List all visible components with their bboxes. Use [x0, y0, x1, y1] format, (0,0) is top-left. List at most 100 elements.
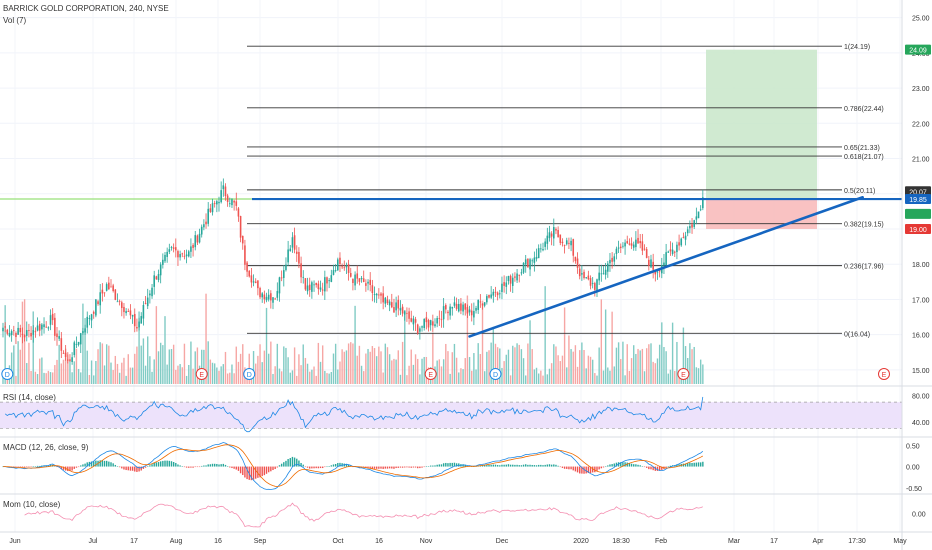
macd-histogram-bar [99, 460, 101, 467]
volume-bar [546, 374, 549, 384]
volume-bar [121, 362, 123, 384]
volume-bar [103, 365, 106, 384]
fib-level-label: 0(16.04) [844, 331, 870, 338]
macd-histogram-bar [313, 466, 315, 469]
volume-bar [350, 342, 352, 384]
macd-histogram-bar [54, 466, 56, 467]
volume-bar [451, 352, 453, 384]
volume-bar [80, 372, 82, 384]
macd-histogram-bar [626, 462, 628, 467]
rsi-title: RSI (14, close) [3, 393, 56, 402]
macd-histogram-bar [118, 466, 121, 468]
candle-body [274, 298, 276, 300]
candle-body [246, 262, 248, 272]
candle-body [142, 304, 145, 319]
candle-body [559, 234, 562, 243]
volume-bar [648, 344, 650, 384]
volume-bar [101, 343, 104, 384]
volume-bar [201, 349, 203, 384]
macd-histogram-bar [483, 465, 486, 467]
volume-bar [73, 361, 75, 384]
candle-body [576, 258, 579, 268]
candle-body [442, 306, 445, 320]
macd-histogram-bar [60, 466, 63, 469]
volume-bar [633, 345, 635, 384]
macd-histogram-bar [550, 464, 553, 467]
volume-bar [475, 369, 477, 384]
macd-histogram-bar [207, 464, 209, 467]
macd-histogram-bar [287, 458, 289, 467]
volume-bar [93, 375, 95, 384]
position-tool[interactable] [706, 49, 817, 229]
candle-body [304, 278, 307, 290]
volume-bar [544, 286, 546, 384]
time-axis-tick-label: Dec [496, 538, 509, 545]
macd-histogram-bar [404, 466, 406, 468]
candle-body [496, 292, 499, 296]
candle-body [369, 279, 371, 286]
trendline[interactable] [252, 195, 902, 338]
candle-body [28, 330, 30, 331]
candle-body [283, 270, 285, 278]
volume-bar [455, 357, 458, 384]
volume-bar [345, 350, 348, 384]
macd-histogram-bar [520, 465, 523, 467]
volume-bar [641, 348, 644, 384]
candle-body [365, 283, 367, 286]
macd-histogram-bar [306, 466, 309, 468]
candle-body [77, 341, 80, 345]
macd-histogram-bar [159, 461, 162, 467]
volume-bar [309, 371, 311, 384]
macd-histogram-bar [188, 466, 190, 468]
macd-histogram-bar [652, 466, 654, 471]
macd-histogram-bar [168, 460, 171, 467]
volume-bar [32, 311, 34, 384]
volume-bar [226, 373, 229, 384]
candle-body [30, 332, 32, 337]
candle-body [648, 259, 650, 266]
volume-bar [88, 374, 91, 384]
volume-bar [23, 299, 26, 384]
volume-bar [589, 356, 592, 384]
macd-histogram-bar [259, 466, 261, 478]
macd-histogram-bar [466, 465, 469, 467]
volume-bar [535, 367, 538, 384]
volume-bar [330, 371, 333, 384]
volume-bar [302, 344, 304, 384]
volume-bar [64, 348, 67, 384]
macd-histogram-bar [237, 466, 240, 471]
event-marker-letter: D [5, 372, 10, 379]
volume-bar [62, 359, 65, 384]
volume-bar [144, 365, 147, 384]
volume-bar [460, 368, 462, 384]
volume-bar [671, 322, 674, 384]
volume-bar [663, 347, 665, 384]
candle-body [414, 319, 417, 323]
candle-body [535, 256, 538, 259]
volume-bar [419, 374, 421, 384]
time-axis-tick-label: 17:30 [848, 538, 866, 545]
volume-bar [503, 361, 505, 384]
candle-body [179, 254, 181, 258]
volume-bar [388, 354, 391, 384]
macd-histogram-bar [67, 466, 69, 472]
volume-bar [667, 373, 669, 384]
volume-bar [82, 303, 84, 384]
candle-body [399, 308, 402, 311]
candle-body [6, 329, 9, 334]
event-marker-letter: E [199, 372, 204, 379]
candle-body [220, 190, 222, 203]
candle-body [293, 235, 296, 250]
volume-bar [378, 346, 380, 384]
macd-histogram-bar [326, 466, 328, 468]
volume-bar [695, 367, 698, 384]
candle-body [401, 306, 404, 314]
macd-histogram-bar [144, 466, 147, 468]
candle-body [611, 257, 613, 262]
macd-histogram-bar [604, 466, 607, 468]
volume-bar [628, 370, 631, 384]
macd-histogram-bar [628, 463, 631, 467]
